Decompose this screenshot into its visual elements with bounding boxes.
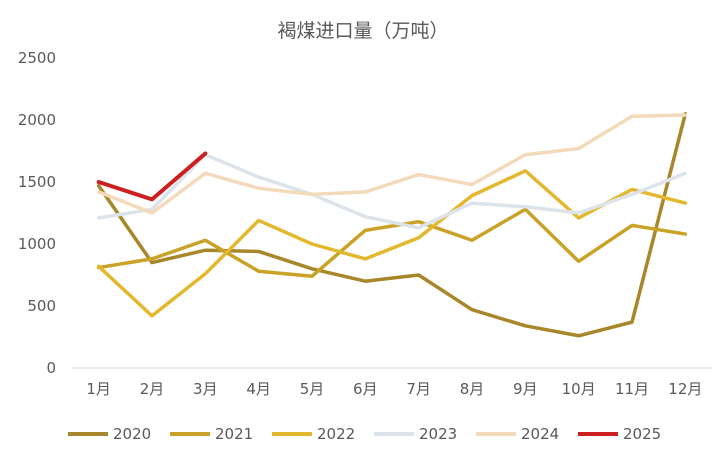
series-line-2025: [96, 151, 208, 202]
x-tick-label: 11月: [615, 380, 649, 398]
x-tick-label: 8月: [460, 380, 485, 398]
series-line-2020: [96, 112, 688, 338]
series-line-2023: [96, 152, 688, 230]
y-tick-label: 1500: [18, 173, 56, 191]
legend-label-2021: 2021: [215, 425, 253, 443]
legend-label-2024: 2024: [521, 425, 559, 443]
x-tick-label: 12月: [668, 380, 702, 398]
chart-title: 褐煤进口量（万吨）: [277, 20, 448, 42]
y-tick-label: 2000: [18, 111, 56, 129]
x-tick-label: 1月: [86, 380, 111, 398]
series-line-2024: [96, 113, 688, 215]
x-tick-label: 3月: [193, 380, 218, 398]
series-line-2021: [96, 207, 688, 278]
legend-label-2020: 2020: [113, 425, 151, 443]
x-tick-label: 4月: [246, 380, 271, 398]
y-axis: 0 500 1000 1500 2000 2500: [18, 49, 56, 377]
y-tick-label: 2500: [18, 49, 56, 67]
legend-label-2022: 2022: [317, 425, 355, 443]
series-lines: [96, 112, 688, 338]
series-line-2022: [96, 169, 688, 318]
y-tick-label: 500: [27, 297, 56, 315]
legend-label-2025: 2025: [623, 425, 661, 443]
x-tick-label: 9月: [513, 380, 538, 398]
legend: 2020 2021 2022 2023 2024 2025: [68, 425, 661, 443]
x-tick-label: 10月: [562, 380, 596, 398]
x-tick-label: 2月: [140, 380, 165, 398]
y-tick-label: 0: [46, 359, 56, 377]
x-tick-label: 5月: [300, 380, 325, 398]
x-tick-label: 7月: [406, 380, 431, 398]
legend-label-2023: 2023: [419, 425, 457, 443]
x-axis: 1月 2月 3月 4月 5月 6月 7月 8月 9月 10月 11月 12月: [72, 367, 712, 398]
x-tick-label: 6月: [353, 380, 378, 398]
y-tick-label: 1000: [18, 235, 56, 253]
